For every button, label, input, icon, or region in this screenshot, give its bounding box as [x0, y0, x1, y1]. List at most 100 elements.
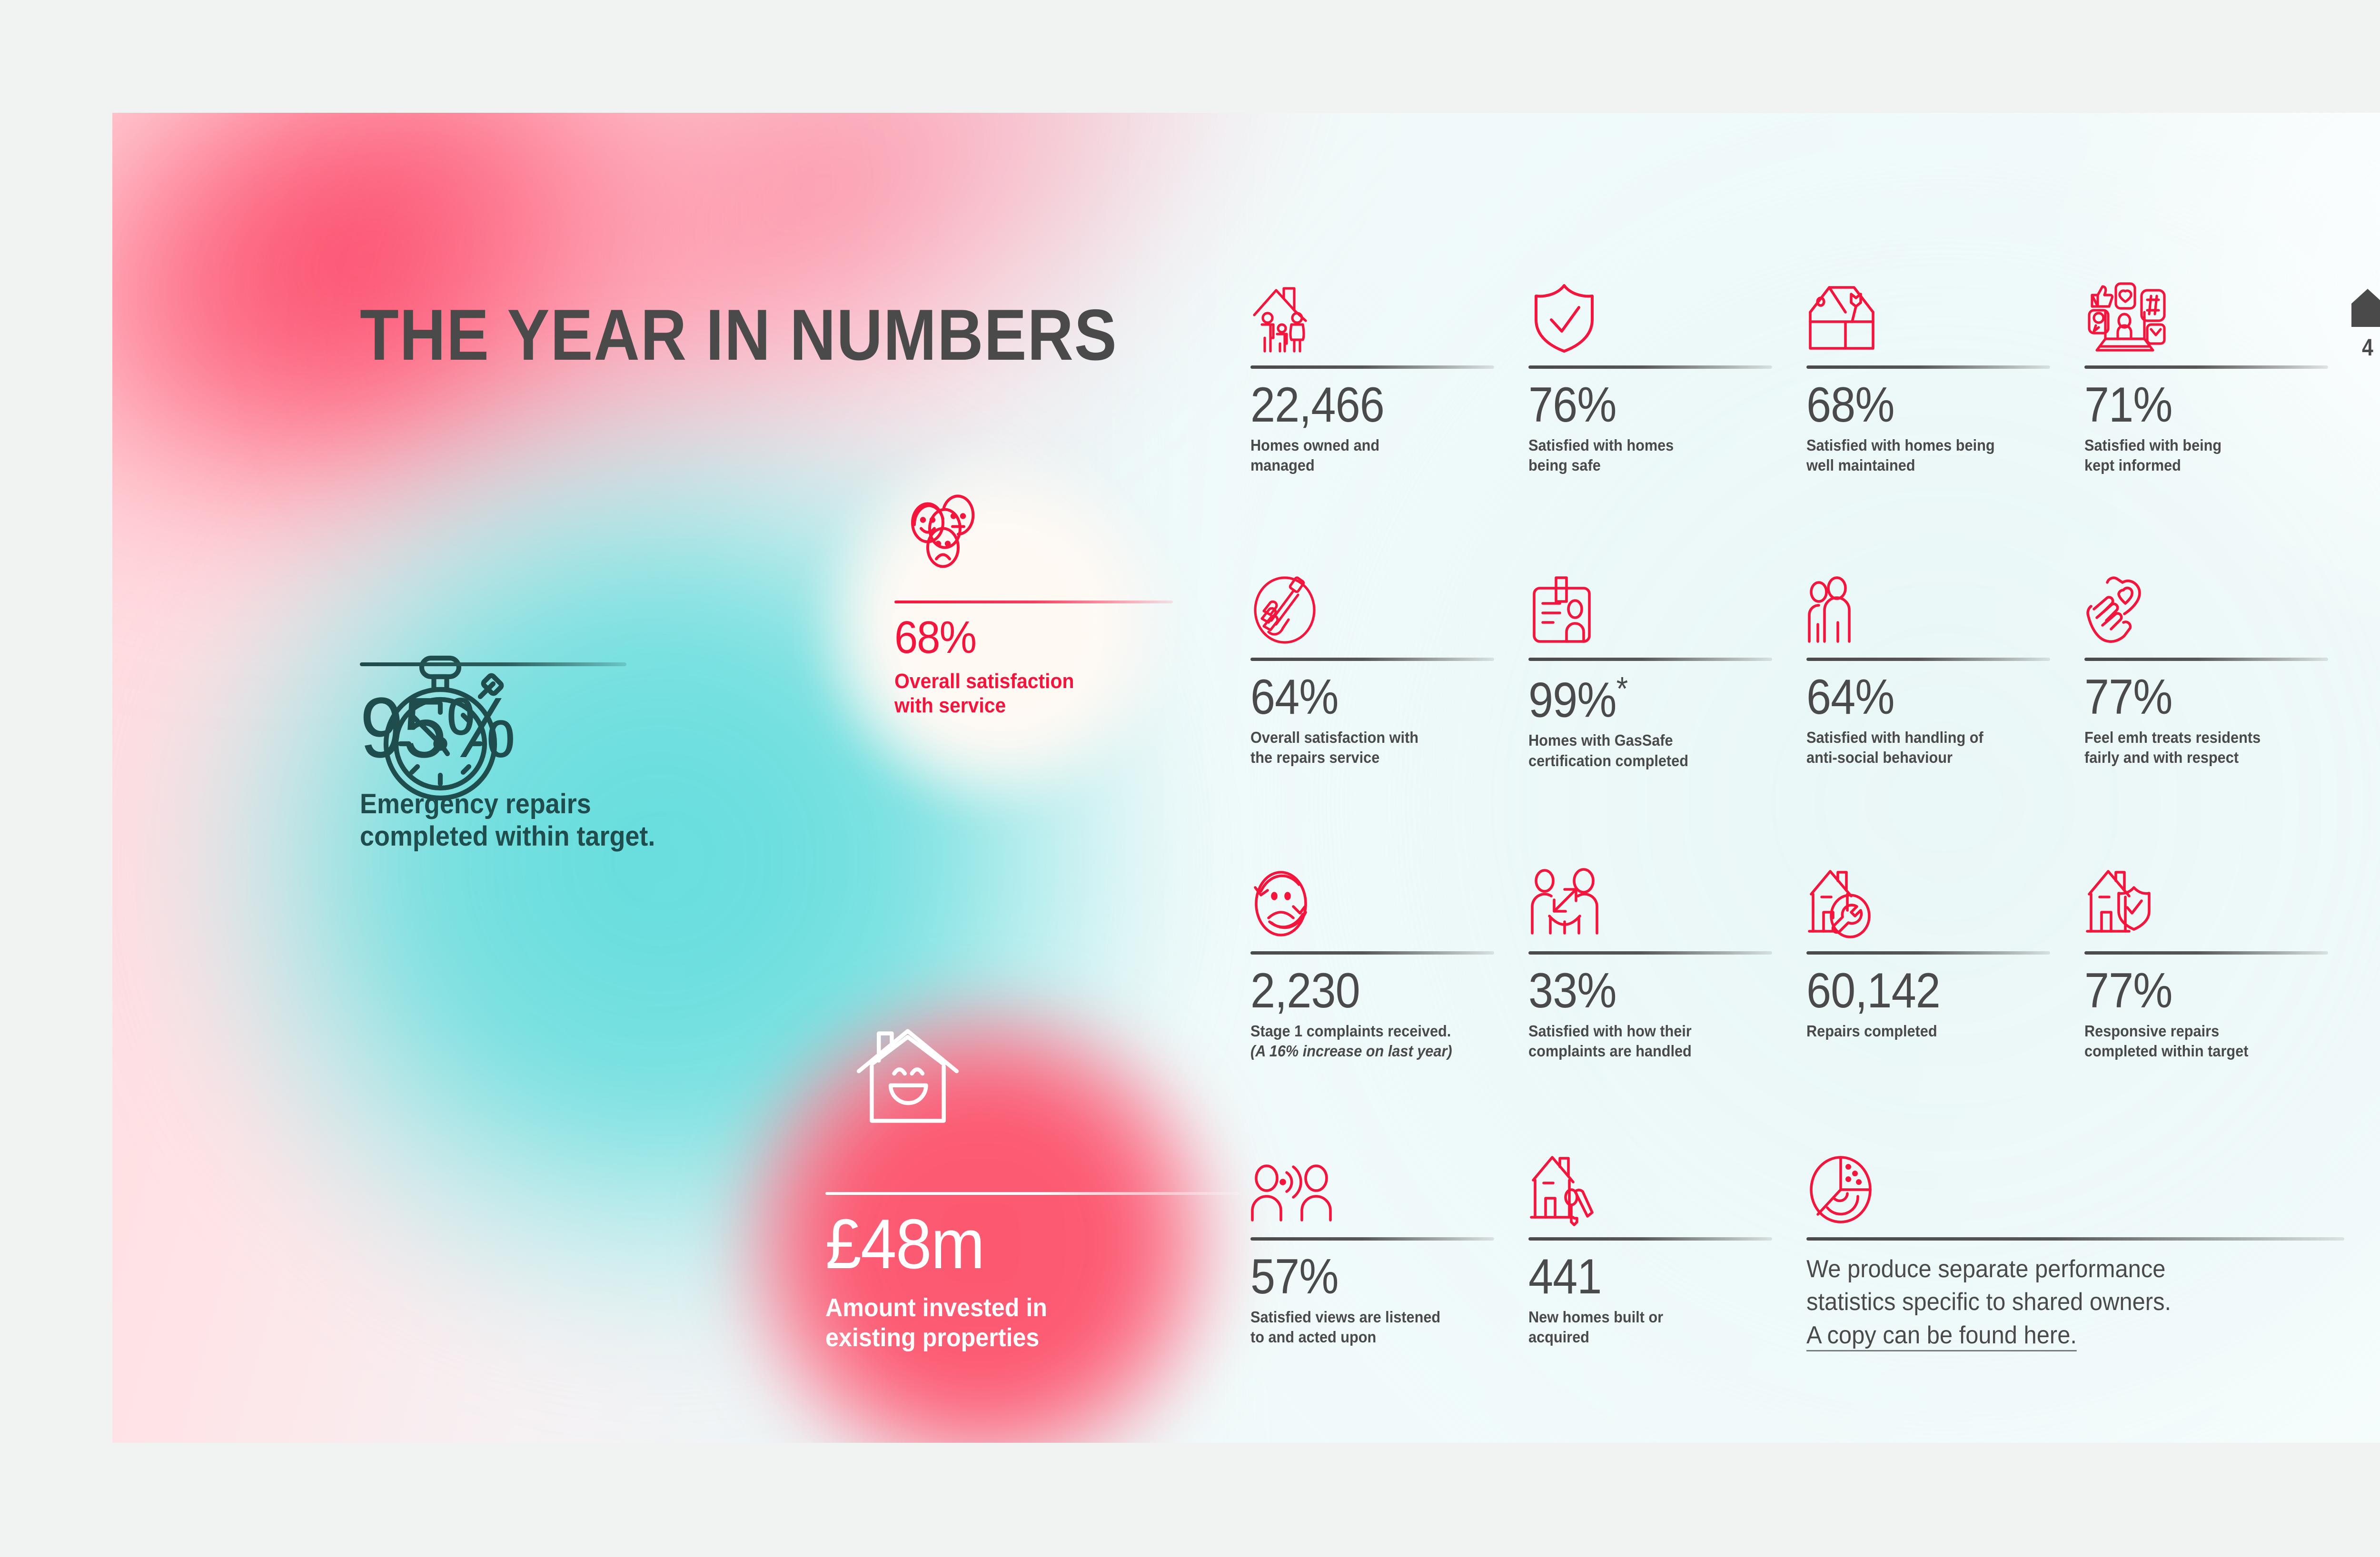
- stat-rule: [1250, 365, 1494, 369]
- stat-label-line2-italic: (A 16% increase on last year): [1250, 1042, 1452, 1060]
- stat-label-line1: New homes built or: [1528, 1308, 1664, 1326]
- stat-label: Satisfied with how their complaints are …: [1528, 1021, 1750, 1061]
- stat-rule: [1528, 657, 1772, 661]
- stat-value: 76%: [1528, 377, 1617, 433]
- stat-value: 57%: [1250, 1249, 1339, 1304]
- shared-owners-link[interactable]: A copy can be found here.: [1806, 1321, 2077, 1351]
- stat-value: 60,142: [1806, 963, 1941, 1018]
- stat-label-line1: Homes with GasSafe: [1528, 731, 1673, 749]
- stat-rule: [2084, 951, 2328, 955]
- stat-rule: [1806, 365, 2050, 369]
- stat-label-line1: Satisfied views are listened: [1250, 1308, 1441, 1326]
- page-marker: 4: [2341, 288, 2380, 361]
- coral-circle-blob: [721, 984, 1240, 1443]
- stat-homes-safe: 76% Satisfied with homes being safe: [1528, 275, 1806, 476]
- stat-rule: [2084, 657, 2328, 661]
- stat-gassafe: 99%* Homes with GasSafe certification co…: [1528, 567, 1806, 771]
- house-wrench-icon: [1806, 275, 2084, 358]
- stat-label-line2: completed within target: [2084, 1042, 2249, 1060]
- page-number: 4: [2362, 334, 2373, 361]
- stat-label-line1: Satisfied with homes: [1528, 436, 1674, 454]
- stat-new-homes: 441 New homes built or acquired: [1528, 1146, 1806, 1352]
- grid-row-4: 57% Satisfied views are listened to and …: [1250, 1146, 2380, 1352]
- cream-circle-blob: [805, 441, 1181, 817]
- stat-label-line1: Homes owned and: [1250, 436, 1380, 454]
- stat-label: Homes owned and managed: [1250, 435, 1472, 475]
- feature-label: Overall satisfaction with service: [894, 669, 1169, 718]
- stat-value: 2,230: [1250, 963, 1360, 1018]
- grid-row-1: 22,466 Homes owned and managed 76% Satis…: [1250, 275, 2380, 476]
- stat-rule: [1528, 951, 1772, 955]
- stat-value-asterisk: *: [1616, 670, 1628, 707]
- stat-homes-maintained: 68% Satisfied with homes being well main…: [1806, 275, 2084, 476]
- stat-value: 77%: [2084, 669, 2173, 725]
- stat-label: Satisfied with homes being safe: [1528, 435, 1750, 475]
- house-key-icon: [1528, 1146, 1806, 1230]
- feature-label: Emergency repairs completed within targe…: [360, 788, 793, 853]
- stat-label-line2: certification completed: [1528, 751, 1688, 769]
- stat-rule: [2084, 365, 2328, 369]
- stat-label-line1: Feel emh treats residents: [2084, 728, 2261, 746]
- hand-screwdriver-icon: [1250, 567, 1528, 650]
- stat-rule: [1806, 657, 2050, 661]
- feature-value: £48m: [825, 1205, 985, 1283]
- stat-label-line2: fairly and with respect: [2084, 749, 2239, 767]
- stat-label-line2: managed: [1250, 456, 1315, 474]
- feature-label-line2: completed within target.: [360, 820, 655, 852]
- stat-label: Satisfied with homes being well maintain…: [1806, 435, 2028, 475]
- feature-label-line2: existing properties: [825, 1323, 1040, 1352]
- stat-value: 64%: [1250, 669, 1339, 725]
- feature-rule: [894, 601, 1173, 603]
- stat-value: 68%: [1806, 377, 1895, 433]
- page-title: THE YEAR IN NUMBERS: [360, 295, 1118, 375]
- feature-label-line1: Emergency repairs: [360, 788, 591, 819]
- stat-label: Feel emh treats residents fairly and wit…: [2084, 728, 2306, 768]
- stat-label-line2: well maintained: [1806, 456, 1915, 474]
- stat-label-line1: Satisfied with being: [2084, 436, 2222, 454]
- grid-row-2: 64% Overall satisfaction with the repair…: [1250, 567, 2380, 771]
- stat-label: New homes built or acquired: [1528, 1307, 1750, 1347]
- stat-label: Overall satisfaction with the repairs se…: [1250, 728, 1472, 768]
- stat-value: 64%: [1806, 669, 1895, 725]
- stat-label-line2: acquired: [1528, 1328, 1589, 1346]
- stat-value: 22,466: [1250, 377, 1385, 433]
- stat-label: Repairs completed: [1806, 1021, 2028, 1041]
- note-text: We produce separate performance statisti…: [1806, 1253, 2317, 1352]
- stat-label-line1: Overall satisfaction with: [1250, 728, 1419, 746]
- sad-face-arrows-icon: [1250, 860, 1528, 944]
- stat-value: 99%*: [1528, 671, 1778, 726]
- feature-label-line2: with service: [894, 694, 1006, 718]
- stat-responsive-repairs: 77% Responsive repairs completed within …: [2084, 860, 2362, 1062]
- stat-label-line1: Satisfied with how their: [1528, 1022, 1692, 1040]
- stat-complaints-handled: 33% Satisfied with how their complaints …: [1528, 860, 1806, 1062]
- stat-repairs-completed: 60,142 Repairs completed: [1806, 860, 2084, 1062]
- feature-label: Amount invested in existing properties: [825, 1293, 1250, 1353]
- stat-label-line1: Responsive repairs: [2084, 1022, 2220, 1040]
- note-line2: statistics specific to shared owners.: [1806, 1288, 2172, 1316]
- house-repair-icon: [1806, 860, 2084, 944]
- stat-rule: [1528, 1237, 1772, 1241]
- house-logo-icon: [2351, 289, 2380, 327]
- stat-label-line1: Stage 1 complaints received.: [1250, 1022, 1451, 1040]
- stat-label-line1: Repairs completed: [1806, 1022, 1937, 1040]
- three-faces-icon: [911, 494, 975, 568]
- statistics-grid: 22,466 Homes owned and managed 76% Satis…: [1250, 275, 2380, 1352]
- social-feedback-icon: [2084, 275, 2362, 358]
- listening-people-icon: [1250, 1146, 1528, 1230]
- stat-label: Satisfied with handling of anti-social b…: [1806, 728, 2028, 768]
- stat-label-line2: being safe: [1528, 456, 1601, 474]
- feature-value: 68%: [894, 612, 977, 663]
- note-line1: We produce separate performance: [1806, 1255, 2166, 1283]
- stat-label-line1: Satisfied with handling of: [1806, 728, 1983, 746]
- family-house-icon: [1250, 275, 1528, 358]
- stat-label: Responsive repairs completed within targ…: [2084, 1021, 2306, 1061]
- hand-heart-icon: [2084, 567, 2362, 650]
- feature-rule: [825, 1192, 1240, 1195]
- stat-label: Homes with GasSafe certification complet…: [1528, 730, 1750, 770]
- stat-homes-owned: 22,466 Homes owned and managed: [1250, 275, 1528, 476]
- feature-overall-satisfaction: 68% Overall satisfaction with service: [894, 601, 1190, 718]
- house-shield-icon: [2084, 860, 2362, 944]
- id-badge-icon: [1528, 567, 1806, 650]
- stopwatch-icon: [383, 655, 504, 801]
- report-card: THE YEAR IN NUMBERS 4: [112, 113, 2380, 1443]
